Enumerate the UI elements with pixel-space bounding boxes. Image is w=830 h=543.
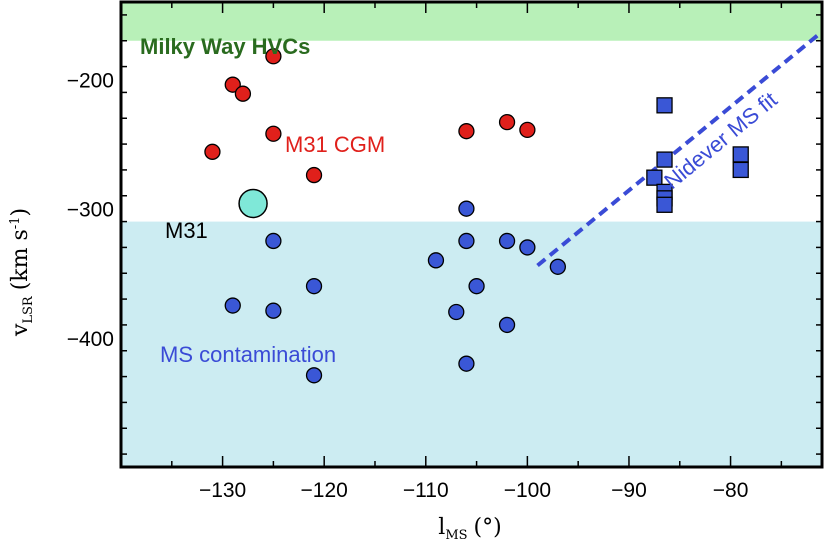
plot-frame: [119, 0, 824, 469]
ms-circle-point: [458, 200, 475, 217]
ms-contamination-band: [121, 221, 822, 467]
y-axis-label-main: v: [8, 323, 33, 337]
m31-cgm-point: [224, 76, 241, 93]
x-axis-label-main: l: [438, 515, 445, 540]
y-axis-label-unit-sup: -1: [8, 217, 23, 230]
y-axis-label-unit-pre: (km s: [8, 229, 33, 290]
x-axis-label: lMS (°): [438, 515, 501, 543]
m31-cgm-label: M31 CGM: [285, 132, 385, 157]
axis-ticks: −130 −120 −110 −100 −90 −80 −200 −300 −400: [67, 2, 822, 502]
x-tick-label: −90: [611, 479, 647, 502]
ms-circle-point: [519, 239, 536, 256]
m31-cgm-point: [234, 85, 252, 102]
data-points: [204, 48, 749, 384]
ms-circle-point: [498, 316, 516, 334]
m31-cgm-point: [458, 123, 475, 140]
y-tick-label: −400: [67, 328, 114, 351]
y-axis-label-unit-post: ): [8, 208, 33, 217]
ms-circle-point: [448, 303, 465, 321]
x-tick-label: −100: [504, 479, 551, 502]
ms-square-point: [656, 196, 673, 213]
ms-contamination-label: MS contamination: [160, 342, 336, 367]
ms-square-point: [646, 169, 663, 186]
m31-cgm-point: [519, 121, 536, 139]
ms-square-point: [732, 146, 749, 163]
ms-circle-point: [468, 278, 485, 295]
ms-circle-point: [305, 367, 323, 384]
milky-way-hvcs-label: Milky Way HVCs: [140, 34, 310, 59]
y-axis-label: vLSR (km s-1): [8, 208, 36, 337]
ms-circle-point: [427, 252, 445, 269]
y-axis-label-sub: LSR: [21, 295, 36, 324]
ms-circle-point: [265, 232, 282, 250]
x-tick-label: −120: [301, 479, 348, 502]
x-tick-label: −130: [199, 479, 246, 502]
m31-cgm-point: [305, 166, 323, 184]
ms-square-point: [656, 97, 673, 114]
ms-circle-point: [498, 232, 516, 250]
ms-circle-point: [265, 302, 282, 319]
x-axis-label-unit: (°): [474, 515, 502, 540]
ms-circle-point: [305, 278, 323, 295]
m31-cgm-point: [498, 113, 516, 131]
m31-label: M31: [165, 218, 208, 243]
m31-cgm-point: [265, 48, 282, 65]
milky-way-hvcs-band: [121, 2, 822, 41]
ms-square-point: [656, 151, 673, 168]
x-tick-label: −110: [403, 479, 449, 502]
fit-line-group: [536, 30, 824, 268]
m31-cgm-point: [204, 143, 221, 160]
ms-circle-point: [458, 355, 475, 372]
x-axis-label-sub: MS: [445, 528, 467, 543]
m31-marker: [238, 188, 268, 219]
nidever-label: Nidever MS fit: [659, 87, 782, 194]
ms-circle-point: [224, 297, 241, 314]
nidever-fit-line: [536, 30, 824, 268]
y-tick-label: −300: [67, 199, 114, 222]
ms-circle-point: [458, 232, 475, 250]
region-bands: [121, 2, 822, 467]
m31-cgm-point: [265, 125, 282, 142]
ms-circle-point: [549, 258, 567, 275]
y-tick-label: −200: [67, 70, 114, 93]
x-tick-label: −80: [713, 479, 749, 502]
ms-square-point: [732, 161, 749, 179]
